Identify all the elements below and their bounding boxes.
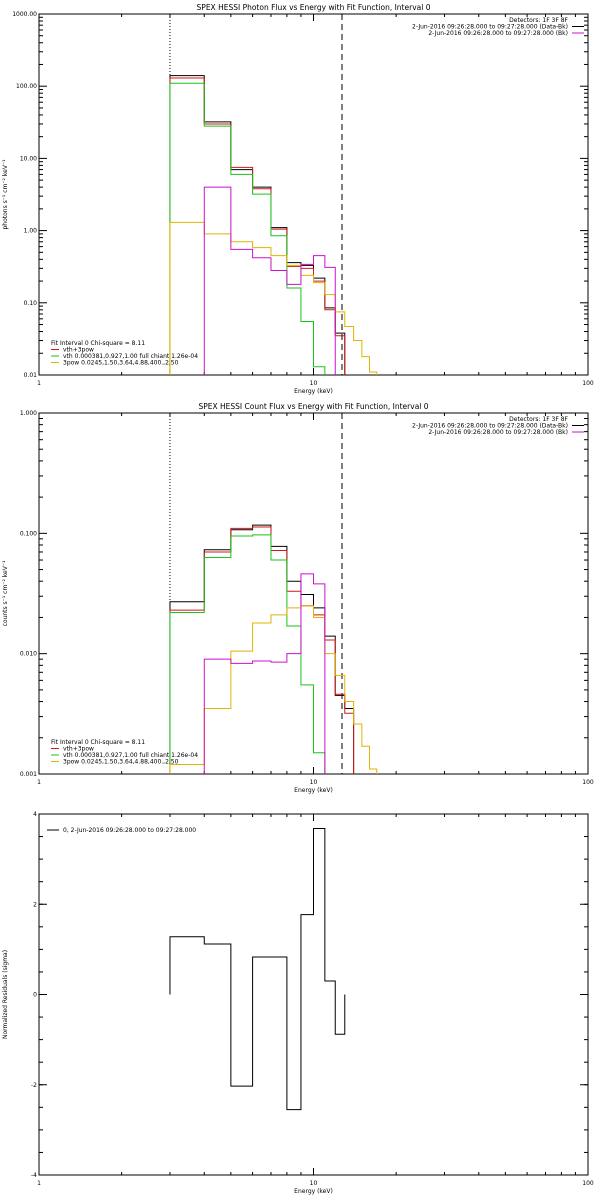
data-layer [169,524,378,774]
chart-panel-1: 1 10 100 0.01 0.10 1.00 10.00 100.00 1000.00 SPEX… [2,3,594,395]
x-tick-label: 1 [37,1180,41,1187]
x-axis-label: Energy (keV) [294,388,333,395]
y-tick-label: 0.100 [20,530,37,537]
chart-panel-3: 1 10 100 -4 -2 0 2 4 Energy (keV) Normalized Resi… [2,811,594,1195]
y-tick-label: 0.10 [24,300,38,307]
series-line-4 [203,573,326,774]
legend-entry: 2-Jun-2016 09:26:28.000 to 09:27:28.000 … [412,24,568,31]
data-layer [169,75,378,375]
legend-entry: 2-Jun-2016 09:26:28.000 to 09:27:28.000 … [428,30,568,37]
series-line-0 [169,524,355,774]
x-tick-label: 10 [310,380,318,387]
x-tick-label: 100 [582,779,594,786]
legend-fit-header: Fit Interval 0 Chi-square = 8.11 [51,739,145,746]
y-tick-label: 0.01 [24,372,38,379]
x-tick-label: 1 [37,380,41,387]
legend-top: Detectors: 1F 3F 8F2-Jun-2016 09:26:28.0… [412,416,584,436]
legend-entry: vth+3pow [63,347,94,354]
y-axis-label: counts s⁻¹ cm⁻² keV⁻¹ [2,560,9,626]
y-tick-label: 0 [33,992,37,999]
legend-entry: vth 0.000381,0.927,1.00 full chiant 1.26… [63,752,198,759]
legend-entry: 3pow 0.0245,1.50,3.64,4.88,400.,2.50 [63,759,179,766]
plot-frame [38,412,589,775]
x-tick-label: 100 [582,1180,594,1187]
x-axis-label: Energy (keV) [294,1188,333,1195]
y-tick-label: 0.001 [20,771,37,778]
y-tick-label: 4 [33,811,37,818]
series-line-3 [169,221,378,375]
y-tick-label: 2 [33,901,37,908]
legend-top: 0, 2-Jun-2016 09:26:28.000 to 09:27:28.0… [47,827,196,834]
legend-entry: 2-Jun-2016 09:26:28.000 to 09:27:28.000 … [428,429,568,436]
legend-detectors: Detectors: 1F 3F 8F [509,416,568,423]
legend-entry: 2-Jun-2016 09:26:28.000 to 09:27:28.000 … [412,423,568,430]
y-axis-label: photons s⁻¹ cm⁻² keV⁻¹ [2,159,9,230]
plot-frame [38,13,589,376]
legend-detectors: Detectors: 1F 3F 8F [509,17,568,24]
x-tick-label: 10 [310,1180,318,1187]
y-tick-label: 1.000 [20,410,37,417]
y-tick-label: 1000.00 [12,11,37,18]
legend-entry: 0, 2-Jun-2016 09:26:28.000 to 09:27:28.0… [63,827,196,834]
series-line-2 [169,82,326,375]
legend-fit-header: Fit Interval 0 Chi-square = 8.11 [51,340,145,347]
x-tick-label: 10 [310,779,318,786]
series-line-0 [169,75,346,375]
y-tick-label: 10.00 [20,155,37,162]
y-tick-label: 100.00 [16,83,37,90]
chart-panel-2: 1 10 100 0.001 0.010 0.100 1.000 SPEX HESSI Cou… [2,402,594,794]
series-line-1 [169,526,355,774]
y-tick-label: -4 [31,1172,37,1179]
x-tick-label: 100 [582,380,594,387]
plot-frame [38,813,589,1176]
chart-title: SPEX HESSI Count Flux vs Energy with Fit… [198,402,428,411]
series-line-1 [169,77,346,375]
series-line-4 [203,186,336,375]
y-tick-label: -2 [31,1082,37,1089]
legend-bottom: Fit Interval 0 Chi-square = 8.11vth+3pow… [51,739,198,766]
data-layer [169,827,346,1111]
legend-entry: vth 0.000381,0.927,1.00 full chiant 1.26… [63,353,198,360]
legend-top: Detectors: 1F 3F 8F2-Jun-2016 09:26:28.0… [412,17,584,37]
legend-bottom: Fit Interval 0 Chi-square = 8.11vth+3pow… [51,340,198,367]
series-line-0 [169,827,346,1111]
legend-entry: 3pow 0.0245,1.50,3.64,4.88,400.,2.50 [63,360,179,367]
series-line-3 [169,605,378,774]
y-axis-label: Normalized Residuals (sigma) [2,950,9,1039]
chart-title: SPEX HESSI Photon Flux vs Energy with Fi… [197,3,431,12]
y-tick-label: 0.010 [20,651,37,658]
x-axis-label: Energy (keV) [294,787,333,794]
y-tick-label: 1.00 [24,228,38,235]
legend-entry: vth+3pow [63,746,94,753]
series-line-2 [169,534,326,774]
x-tick-label: 1 [37,779,41,786]
